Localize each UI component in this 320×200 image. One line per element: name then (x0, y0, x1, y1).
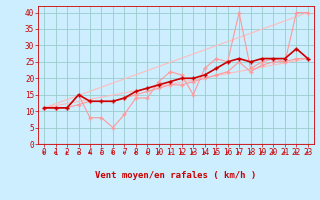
X-axis label: Vent moyen/en rafales ( km/h ): Vent moyen/en rafales ( km/h ) (95, 171, 257, 180)
